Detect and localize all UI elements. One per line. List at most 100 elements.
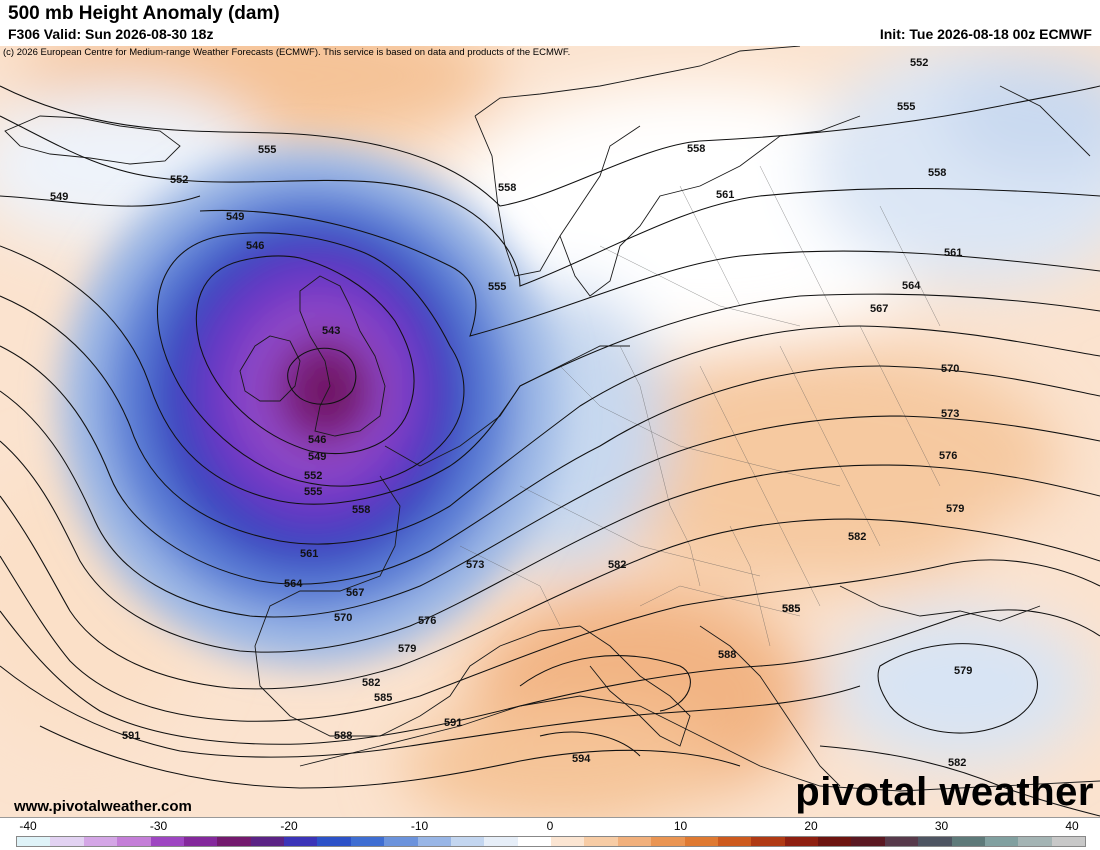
colorbar-swatch — [617, 837, 652, 846]
colorbar-swatch — [50, 837, 84, 846]
contour-label: 555 — [488, 281, 506, 293]
contour-label: 594 — [572, 753, 591, 765]
contour-label: 567 — [346, 587, 364, 599]
contour-label: 561 — [716, 189, 734, 201]
anomaly-shading — [0, 46, 1100, 818]
colorbar-tick-label: -30 — [149, 819, 168, 833]
colorbar-swatch — [450, 837, 485, 846]
contour-label: 582 — [608, 559, 626, 571]
contour-label: 555 — [897, 101, 915, 113]
colorbar-swatch — [984, 837, 1019, 846]
contour-label: 552 — [910, 57, 928, 69]
contour-label: 570 — [334, 612, 352, 624]
contour-label: 558 — [498, 182, 516, 194]
colorbar-tick-label: -40 — [19, 819, 37, 833]
colorbar-swatch — [150, 837, 184, 846]
contour-label: 588 — [718, 649, 736, 661]
contour-label: 555 — [304, 486, 322, 498]
anomaly-map: 552 555 558 561 558 561 564 567 570 573 … — [0, 46, 1100, 818]
colorbar-swatch — [551, 837, 585, 846]
contour-label: 585 — [782, 603, 800, 615]
website-label: www.pivotalweather.com — [14, 798, 192, 815]
contour-label: 582 — [948, 757, 966, 769]
contour-label: 588 — [334, 730, 352, 742]
colorbar-swatch — [117, 837, 151, 846]
colorbar-swatch — [918, 837, 952, 846]
colorbar-swatch — [384, 837, 418, 846]
colorbar-swatch — [751, 837, 785, 846]
colorbar-tick-label: 30 — [934, 819, 949, 833]
contour-label: 585 — [782, 603, 800, 615]
contour-label: 558 — [687, 143, 705, 155]
contour-label: 591 — [122, 730, 140, 742]
contour-label: 543 — [322, 325, 340, 337]
colorbar-swatch — [717, 837, 752, 846]
colorbar-swatch — [250, 837, 284, 846]
contour-label: 558 — [352, 504, 370, 516]
colorbar-swatch — [684, 837, 718, 846]
height-contours — [0, 85, 1100, 817]
contour-label: 591 — [444, 717, 462, 729]
valid-time: F306 Valid: Sun 2026-08-30 18z — [8, 26, 214, 42]
map-canvas: 552 555 558 561 558 561 564 567 570 573 … — [0, 46, 1100, 818]
contour-label: 552 — [170, 174, 188, 186]
colorbar-swatch — [17, 837, 51, 846]
brand-logo: pivotal weather — [795, 770, 1094, 814]
map-title: 500 mb Height Anomaly (dam) — [8, 3, 280, 24]
footer-divider — [0, 817, 1100, 818]
contour-label: 576 — [418, 615, 436, 627]
colorbar-tick-label: -20 — [280, 819, 298, 833]
colorbar-swatch — [884, 837, 919, 846]
colorbar-swatch — [183, 837, 218, 846]
colorbar-swatch — [217, 837, 251, 846]
contour-labels: 552 555 558 561 558 561 564 567 570 573 … — [50, 57, 972, 769]
contour-label: 555 — [258, 144, 276, 156]
colorbar-swatch — [350, 837, 385, 846]
data-credit: (c) 2026 European Centre for Medium-rang… — [3, 47, 571, 58]
contour-label: 549 — [50, 191, 68, 203]
colorbar-tick-label: 40 — [1065, 819, 1079, 833]
colorbar-swatch — [818, 837, 852, 846]
contour-label: 552 — [304, 470, 322, 482]
colorbar-swatch — [851, 837, 885, 846]
contour-label: 561 — [944, 247, 962, 259]
init-time: Init: Tue 2026-08-18 00z ECMWF — [879, 26, 1092, 42]
contour-label: 579 — [946, 503, 964, 515]
contour-label: 582 — [362, 677, 380, 689]
colorbar-swatch — [83, 837, 118, 846]
colorbar-swatch — [784, 837, 818, 846]
contour-label: 546 — [308, 434, 326, 446]
colorbar-swatch — [651, 837, 685, 846]
contour-label: 570 — [941, 363, 959, 375]
colorbar-swatch — [517, 837, 551, 846]
contour-label: 573 — [466, 559, 484, 571]
contour-label: 558 — [928, 167, 946, 179]
contour-label: 567 — [870, 303, 888, 315]
map-header: 500 mb Height Anomaly (dam) F306 Valid: … — [0, 0, 1100, 46]
colorbar-swatch — [584, 837, 618, 846]
colorbar-tick-label: 20 — [804, 819, 818, 833]
contour-label: 585 — [374, 692, 392, 704]
country-borders — [459, 165, 941, 647]
colorbar-tick-label: -10 — [410, 819, 429, 833]
contour-label: 579 — [398, 643, 416, 655]
contour-label: 576 — [939, 450, 957, 462]
colorbar-swatch — [484, 837, 518, 846]
contour-label: 561 — [300, 548, 318, 560]
colorbar-swatch — [1018, 837, 1052, 846]
colorbar-swatch — [951, 837, 985, 846]
contour-label: 582 — [848, 531, 866, 543]
contour-label: 573 — [941, 408, 959, 420]
colorbar-swatch — [284, 837, 318, 846]
contour-label: 546 — [246, 240, 264, 252]
colorbar-tick-label: 10 — [673, 819, 688, 833]
contour-label: 549 — [226, 211, 244, 223]
colorbar-tick-label: 0 — [546, 819, 554, 833]
colorbar-swatch — [1051, 837, 1085, 846]
contour-label: 579 — [954, 665, 972, 677]
contour-label: 564 — [902, 280, 921, 292]
colorbar — [16, 836, 1086, 847]
contour-label: 549 — [308, 451, 326, 463]
colorbar-swatch — [417, 837, 451, 846]
colorbar-swatch — [317, 837, 351, 846]
